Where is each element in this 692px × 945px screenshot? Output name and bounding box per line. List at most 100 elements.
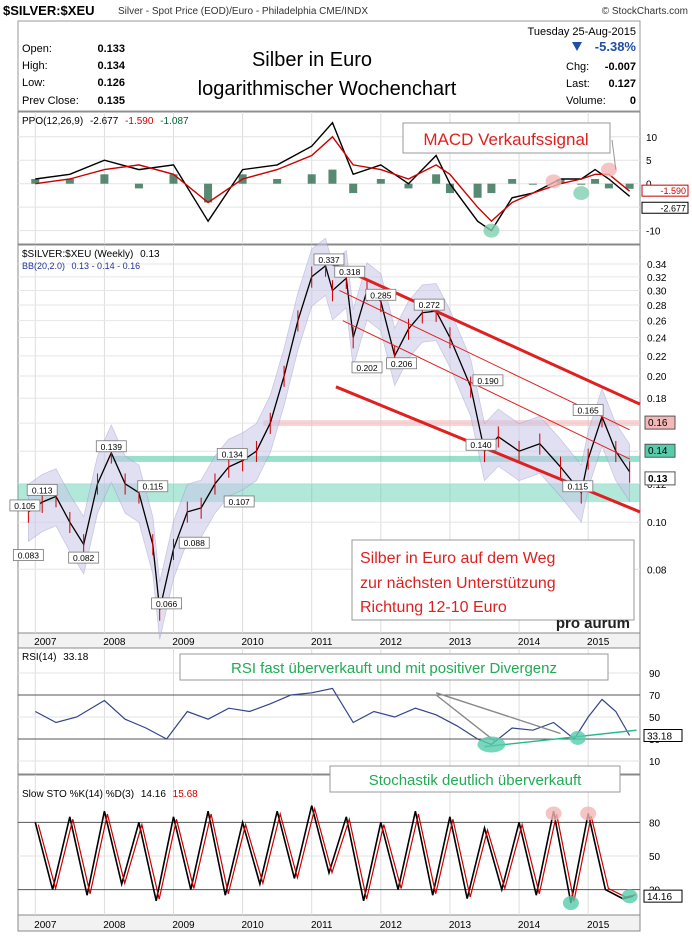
price-point-label-box (95, 440, 127, 453)
x-tick-label-top: 2011 (311, 637, 333, 648)
x-tick-label-top: 2009 (172, 637, 195, 648)
low-label: Low: (22, 77, 45, 89)
bb-panel-label: BB(20,2.0) 0.13 - 0.14 - 0.16 (22, 261, 140, 271)
price-last-label: 0.13 (648, 474, 668, 485)
price-last-label: 0.14 (648, 446, 668, 457)
x-tick-label-top: 2008 (103, 637, 126, 648)
price-point-label: 0.134 (222, 449, 244, 459)
macd-signal-note: MACD Verkaufssignal (423, 130, 588, 149)
x-tick-label-top: 2015 (587, 637, 610, 648)
chg-label: Chg: (566, 61, 589, 73)
x-tick-label-bottom: 2010 (241, 920, 264, 931)
sto-highlight-marker (621, 889, 638, 904)
price-point-label: 0.318 (339, 267, 361, 277)
rsi-y-tick: 70 (649, 691, 661, 702)
rsi-line (35, 687, 631, 746)
price-last-badge (644, 415, 676, 430)
ppo-last-signal-label: -1.590 (660, 186, 686, 196)
ppo-y-tick: 5 (646, 156, 652, 167)
price-point-label-box (137, 480, 169, 493)
ppo-histogram-bar (349, 183, 358, 194)
support-band-mid (111, 455, 641, 462)
macd-pointer-line (611, 139, 617, 170)
price-point-label: 0.140 (470, 440, 492, 450)
price-last-label: 0.16 (648, 418, 668, 429)
rsi-highlight-marker (477, 736, 506, 753)
prev-close-label: Prev Close: (22, 95, 79, 107)
price-point-label-box (68, 551, 100, 564)
price-point-label-box (12, 549, 44, 561)
ppo-histogram-bar (169, 174, 178, 184)
chart-title-line2: logarithmischer Wochenchart (198, 78, 457, 100)
x-tick-label-top: 2010 (241, 637, 264, 648)
sto-label-value-2: 15.68 (173, 789, 198, 800)
rsi-trend-line (435, 694, 496, 742)
x-tick-label-bottom: 2011 (311, 920, 333, 931)
ppo-histogram-bar (404, 183, 413, 189)
last-label: Last: (566, 78, 590, 90)
high-label: High: (22, 60, 48, 72)
ppo-histogram-bar (591, 179, 600, 184)
rsi-last-badge (643, 729, 683, 743)
ppo-histogram-bar (31, 179, 40, 184)
price-point-label: 0.190 (477, 376, 499, 386)
x-tick-label-top: 2014 (518, 637, 541, 648)
price-point-label-box (472, 374, 504, 387)
sto-highlight-marker (562, 896, 579, 911)
price-point-label: 0.115 (142, 482, 163, 492)
price-y-tick: 0.24 (647, 334, 667, 345)
down-triangle-icon (572, 42, 582, 51)
price-y-tick: 0.28 (647, 301, 667, 312)
bollinger-band (28, 237, 630, 640)
price-point-label-box (386, 357, 417, 370)
ppo-histogram-bar (134, 183, 143, 189)
ppo-histogram-bar (273, 179, 282, 184)
price-point-label: 0.113 (32, 485, 53, 495)
open-value: 0.133 (97, 43, 125, 55)
price-point-label-box (351, 361, 383, 374)
ppo-histogram-bar (376, 179, 385, 184)
ppo-label-value-2: -1.590 (125, 116, 154, 127)
rsi-note: RSI fast überverkauft und mit positiver … (231, 660, 557, 677)
open-label: Open: (22, 43, 52, 55)
rsi-divergence-line (484, 729, 637, 748)
date-label: Tuesday 25-Aug-2015 (528, 26, 636, 38)
price-y-tick: 0.20 (647, 372, 667, 383)
prev-close-value: 0.135 (97, 95, 125, 107)
sto-panel-label: Slow STO %K(14) %D(3) 14.16 15.68 (22, 789, 198, 800)
support-note-box (351, 539, 635, 621)
pro-aurum-watermark: pro aurum (556, 615, 630, 632)
brand-label: © StockCharts.com (602, 6, 688, 17)
price-point-label-box (465, 438, 497, 451)
sto-k-line (34, 805, 634, 904)
sto-label-value-1: 14.16 (141, 789, 166, 800)
price-label-value: 0.13 (140, 249, 160, 260)
price-point-label-box (334, 265, 366, 278)
price-point-label: 0.107 (229, 497, 251, 507)
ppo-last-badge-signal (641, 184, 689, 197)
rsi-label-name: RSI(14) (22, 652, 56, 663)
ppo-y-tick: -10 (646, 227, 661, 238)
rsi-trend-line (435, 692, 561, 735)
rsi-y-tick: 50 (649, 713, 661, 724)
ppo-histogram-bar (487, 183, 496, 194)
price-point-label: 0.202 (356, 363, 378, 373)
sto-highlight-marker (580, 806, 597, 821)
price-last-badge (644, 443, 676, 458)
last-value: 0.127 (608, 78, 636, 90)
price-y-tick: 0.34 (647, 260, 667, 271)
ppo-histogram-bar (204, 183, 213, 203)
pct-change: -5.38% (595, 39, 637, 54)
chg-value: -0.007 (605, 61, 636, 73)
channel-mid-line (342, 320, 630, 460)
price-y-tick: 0.22 (647, 352, 667, 363)
x-tick-label-top: 2007 (34, 637, 57, 648)
support-note-line1: Silber in Euro auf dem Weg (360, 550, 555, 567)
sto-note-box (329, 765, 621, 793)
x-tick-label-bottom: 2012 (380, 920, 403, 931)
ppo-histogram-bar (625, 183, 634, 189)
ppo-highlight-marker (545, 174, 562, 189)
sto-last-badge (643, 889, 683, 903)
rsi-label-value: 33.18 (63, 652, 88, 663)
x-tick-label-bottom: 2013 (449, 920, 472, 931)
